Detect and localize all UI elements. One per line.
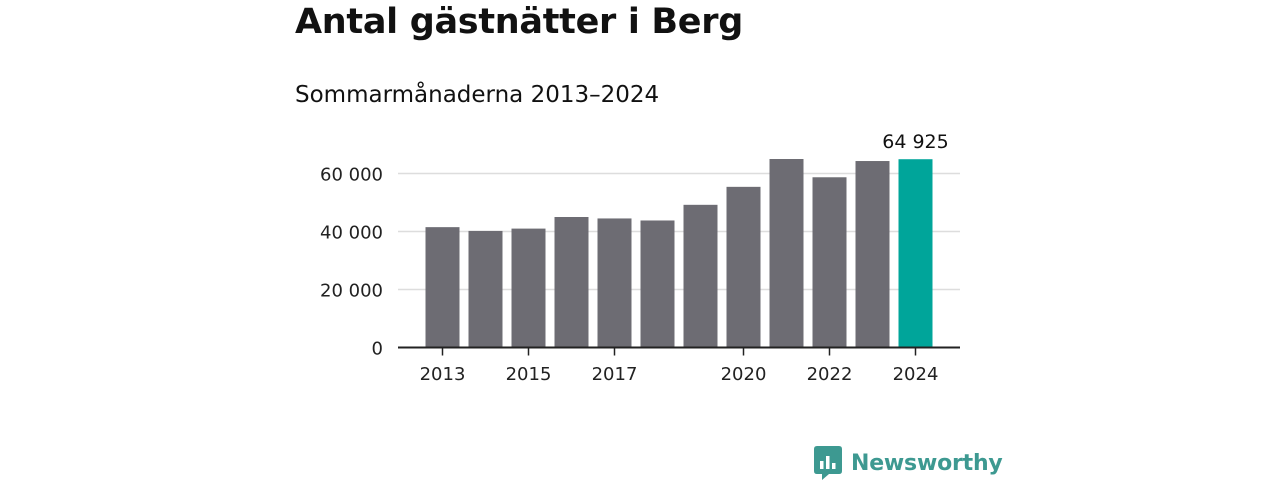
bars [425,159,933,348]
newsworthy-logo[interactable]: Newsworthy [814,446,1003,480]
x-tick-label: 2024 [893,364,939,385]
bar-2023 [855,161,890,348]
x-tick-label: 2015 [506,364,552,385]
bar-2014 [468,230,503,348]
highlight-data-label: 64 925 [882,131,948,153]
axes [398,346,960,356]
bar-2015 [511,228,546,348]
x-tick-label: 2017 [592,364,638,385]
x-tick-label: 2022 [807,364,853,385]
y-tick-label: 60 000 [320,165,383,186]
bar-2024 [898,159,933,348]
chart-title: Antal gästnätter i Berg [295,2,743,42]
y-tick-label: 20 000 [320,281,383,302]
bar-2013 [425,227,460,348]
newsworthy-logo-icon [814,446,842,480]
bar-2020 [726,186,761,348]
y-tick-label: 0 [372,339,383,360]
brand-name: Newsworthy [851,450,1003,476]
bar-2018 [640,220,675,348]
bar-2017 [597,218,632,348]
y-tick-label: 40 000 [320,223,383,244]
bar-2021 [769,159,804,348]
labels: 0 20 000 40 000 60 000 2013 2015 2017 2020 2022 2… [320,131,949,385]
x-tick-label: 2013 [420,364,466,385]
bar-2022 [812,177,847,348]
x-tick-label: 2020 [721,364,767,385]
chart-subtitle: Sommarmånaderna 2013–2024 [295,82,660,108]
bar-2019 [683,204,718,348]
bar-2016 [554,217,589,348]
